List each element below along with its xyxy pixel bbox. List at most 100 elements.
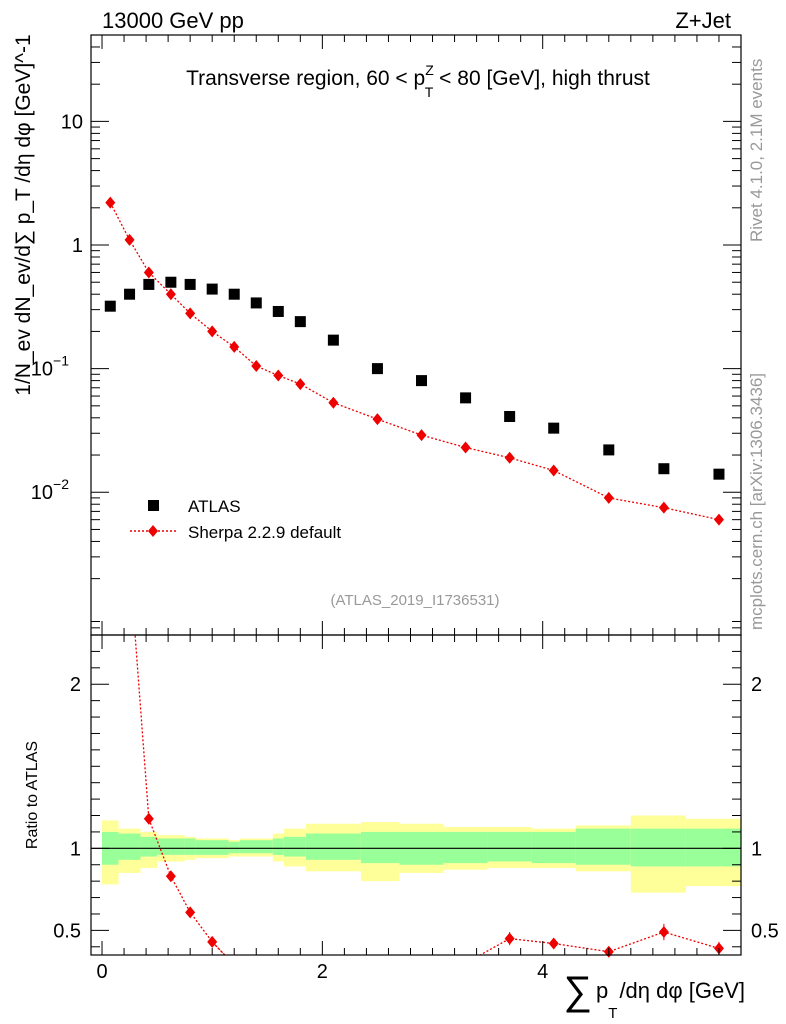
ratio-xtick-label: 2 (317, 961, 328, 983)
ratio-point (143, 812, 154, 825)
ratio-line-drop (211, 941, 226, 955)
band-inner (443, 831, 488, 864)
sherpa-point (713, 513, 724, 526)
ratio-series (134, 635, 720, 955)
sherpa-point (185, 307, 196, 320)
ratio-ytick-label-right: 1 (751, 838, 762, 860)
ratio-point (207, 935, 218, 948)
sherpa-point (143, 266, 154, 279)
ratio-point (504, 932, 515, 945)
ratio-panel: 2 2 1 1 0.5 0.5 0 2 4 (53, 634, 779, 983)
band-inner (305, 833, 361, 860)
atlas-point (327, 334, 339, 346)
ratio-ytick-label: 2 (70, 674, 81, 696)
atlas-point (504, 410, 516, 422)
ratio-point (165, 870, 176, 883)
main-ytick-exp: −2 (53, 476, 69, 492)
sherpa-point (504, 451, 515, 464)
rivet-label: Rivet 4.1.0, 2.1M events (747, 59, 766, 242)
sherpa-point (603, 491, 614, 504)
ratio-ylabel: Ratio to ATLAS (24, 741, 41, 849)
main-ytick-label: 10 (61, 111, 83, 133)
ratio-ytick-label-right: 0.5 (751, 920, 779, 942)
atlas-point (165, 276, 177, 288)
ratio-ytick-label-right: 2 (751, 674, 762, 696)
legend-sherpa-marker (148, 525, 158, 537)
watermark: (ATLAS_2019_I1736531) (330, 592, 499, 609)
sherpa-point (328, 396, 339, 409)
ratio-ytick-label: 0.5 (53, 920, 81, 942)
sherpa-point (295, 378, 306, 391)
sherpa-line (109, 202, 720, 521)
sherpa-point (207, 325, 218, 338)
band-inner (195, 840, 229, 855)
band-inner (228, 841, 240, 854)
ratio-line-low (134, 635, 226, 955)
ratio-xlabel: ∑ pT/dη dφ [GeV] (564, 969, 746, 1022)
legend: ATLAS Sherpa 2.2.9 default (130, 497, 341, 542)
atlas-point (272, 305, 284, 317)
sherpa-point (105, 196, 116, 209)
atlas-point (184, 278, 196, 290)
band-inner (140, 836, 158, 857)
sherpa-point (658, 501, 669, 514)
atlas-point (143, 278, 155, 290)
sherpa-point (165, 288, 176, 301)
main-title: Transverse region, 60 < pZ T < 80 [GeV], … (186, 62, 650, 100)
atlas-point (104, 300, 116, 312)
ratio-xtick-label: 0 (96, 961, 107, 983)
mcplots-label: mcplots.cern.ch [arXiv:1306.3436] (747, 373, 766, 630)
atlas-point (460, 392, 472, 404)
ratio-point (658, 926, 669, 939)
band-inner (272, 838, 284, 855)
main-ytick-label: 10−1 (31, 353, 69, 381)
band-inner (184, 838, 196, 855)
atlas-point (250, 297, 262, 309)
band-inner (685, 828, 741, 867)
band-inner (360, 831, 400, 864)
legend-atlas-label: ATLAS (188, 497, 241, 516)
header-right: Z+Jet (675, 8, 731, 33)
main-frame (90, 34, 742, 636)
atlas-point (548, 422, 560, 434)
atlas-point (124, 288, 136, 300)
sherpa-point (372, 413, 383, 426)
sherpa-point (416, 429, 427, 442)
ratio-point (185, 906, 196, 919)
ratio-frame (90, 634, 742, 956)
atlas-point (713, 468, 725, 480)
sherpa-point (251, 360, 262, 373)
ratio-ytick-label: 1 (70, 838, 81, 860)
main-ylabel: 1/N_ev dN_ev/d∑ p_T /dη dφ [GeV]^-1 (12, 34, 35, 395)
band-inner (118, 833, 141, 860)
sherpa-point (124, 233, 135, 246)
sherpa-point (548, 464, 559, 477)
legend-sherpa-label: Sherpa 2.2.9 default (188, 523, 341, 542)
main-ytick-label: 1 (72, 235, 83, 257)
atlas-point (294, 316, 306, 328)
band-inner (531, 831, 576, 864)
atlas-point (603, 444, 615, 456)
sherpa-point (460, 441, 471, 454)
band-inner (630, 828, 686, 867)
band-inner (487, 831, 532, 862)
main-ytick-exp: −1 (53, 353, 69, 369)
atlas-point (658, 463, 670, 475)
band-inner (239, 840, 273, 854)
ratio-line-high (478, 931, 720, 955)
band-inner (157, 838, 185, 855)
header-left: 13000 GeV pp (102, 8, 244, 33)
legend-atlas-marker (148, 500, 159, 511)
atlas-point (206, 283, 218, 295)
main-panel: 10 1 10−1 10−2 (31, 34, 742, 636)
sherpa-point (229, 340, 240, 353)
band-inner (283, 836, 306, 857)
atlas-point (371, 363, 383, 375)
main-ytick-label: 10−2 (31, 476, 69, 504)
sherpa-point (273, 369, 284, 382)
atlas-point (228, 288, 240, 300)
atlas-point (416, 375, 428, 387)
band-inner (575, 828, 631, 865)
ratio-xtick-label: 4 (537, 961, 548, 983)
